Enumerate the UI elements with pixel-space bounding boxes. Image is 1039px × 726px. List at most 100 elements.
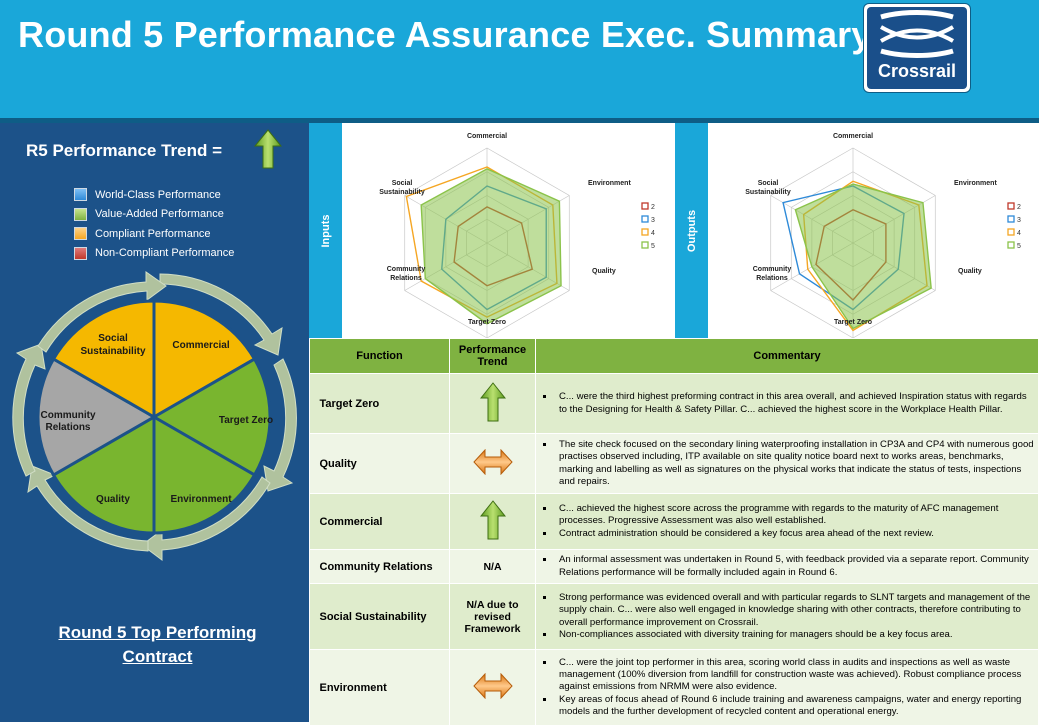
crossrail-logo: Crossrail: [864, 4, 970, 92]
legend-swatch-blue: [74, 188, 87, 202]
cycle-arrows: [12, 271, 297, 561]
radar-series-5: [420, 168, 562, 325]
segment-label-community: Community: [41, 410, 96, 421]
table-row: Social Sustainability N/A due to revised …: [309, 583, 1039, 650]
header-divider: [0, 118, 1039, 123]
table-row: Environment C... were the joint top perfo…: [309, 649, 1039, 726]
trend-text: N/A due to revised Framework: [464, 598, 521, 635]
radar-chart-outputs: Commercial Environment Quality Target Zero C…: [708, 123, 1039, 339]
radar-panel-outputs: Outputs Commercial Environment Quality Targ…: [675, 123, 1039, 339]
up-arrow-icon: [479, 382, 506, 422]
commentary-list: C... were the joint top performer in thi…: [537, 657, 1037, 718]
segment-commercial: [152, 299, 257, 420]
legend-item-compliant: Compliant Performance: [74, 224, 234, 244]
legend-swatch-orange: [74, 227, 87, 241]
commentary-list: C... were the third highest preforming c…: [537, 391, 1037, 415]
radar-legend-swatch: [641, 202, 649, 210]
page-title: Round 5 Performance Assurance Exec. Summ…: [18, 14, 872, 55]
radar-tag-inputs: Inputs: [319, 214, 332, 248]
legend-swatch-red: [74, 246, 87, 260]
legend-swatch-green: [74, 207, 87, 221]
commentary-cell: The site check focused on the secondary …: [535, 433, 1039, 494]
table-header-row: Function Performance Trend Commentary: [309, 338, 1039, 374]
function-cell: Quality: [309, 433, 450, 494]
radar-axis-label: Quality: [592, 268, 616, 275]
radar-legend-label: 4: [651, 230, 655, 237]
commentary-cell: C... were the third highest preforming c…: [535, 373, 1039, 434]
function-cell: Social Sustainability: [309, 583, 450, 650]
segment-label-relations: Relations: [45, 422, 90, 433]
trend-cell: [449, 493, 536, 550]
commentary-item: C... achieved the highest score across t…: [555, 503, 1037, 527]
radar-tag-outputs: Outputs: [685, 209, 698, 253]
radar-chart-inputs: Commercial Environment Quality Target Zero C…: [342, 123, 673, 339]
segment-target-zero: [150, 356, 272, 478]
radar-legend-swatch: [1007, 202, 1015, 210]
trend-text: N/A: [483, 560, 502, 573]
legend-label: Compliant Performance: [95, 227, 211, 240]
radar-axis-label: Sustainability: [379, 189, 425, 196]
radar-axis-label: Quality: [958, 268, 982, 275]
legend-item-value-added: Value-Added Performance: [74, 205, 234, 225]
trend-cell: [449, 433, 536, 494]
radar-axis-label: Community: [753, 266, 792, 273]
commentary-item: An informal assessment was undertaken in…: [555, 554, 1037, 578]
radar-legend-label: 5: [651, 243, 655, 250]
trend-cell: N/A due to revised Framework: [449, 583, 536, 650]
radar-axis-label: Social: [392, 180, 413, 187]
legend-item-non-compliant: Non-Compliant Performance: [74, 244, 234, 264]
radar-axis-label: Sustainability: [745, 189, 791, 196]
radar-legend-swatch: [1007, 228, 1015, 236]
commentary-cell: C... were the joint top performer in thi…: [535, 649, 1039, 726]
radar-axis-label: Target Zero: [468, 319, 506, 326]
segment-community-relations: [36, 356, 158, 478]
trend-cell: [449, 373, 536, 434]
commentary-table: Function Performance Trend Commentary Ta…: [309, 338, 1039, 726]
commentary-item: Key areas of focus ahead of Round 6 incl…: [555, 694, 1037, 718]
radar-legend-swatch: [641, 215, 649, 223]
table-row: Commercial C... achieved the highest scor…: [309, 493, 1039, 550]
segment-label-sustainability: Sustainability: [80, 346, 145, 357]
radar-axis-label: Environment: [588, 180, 631, 187]
left-panel: R5 Performance Trend = World-Class Perfo…: [0, 123, 309, 722]
commentary-list: C... achieved the highest score across t…: [537, 503, 1037, 540]
up-arrow-icon: [254, 129, 282, 169]
commentary-item: Contract administration should be consid…: [555, 528, 1037, 540]
commentary-list: The site check focused on the secondary …: [537, 439, 1037, 488]
radar-legend-label: 2: [1017, 204, 1021, 211]
up-arrow-icon: [479, 500, 506, 540]
logo-text: Crossrail: [877, 61, 957, 81]
top-contract-title: Round 5 Top Performing Contract: [20, 621, 295, 669]
radar-legend-label: 2: [651, 204, 655, 211]
radar-axis-label: Relations: [756, 275, 788, 282]
segment-label-target-zero: Target Zero: [219, 415, 273, 426]
function-cell: Environment: [309, 649, 450, 726]
performance-legend: World-Class Performance Value-Added Perf…: [74, 185, 234, 263]
legend-label: Value-Added Performance: [95, 208, 224, 221]
radar-axis-label: Social: [758, 180, 779, 187]
top-contract-title-line2: Contract: [122, 647, 193, 666]
radar-axis-label: Commercial: [833, 133, 873, 140]
function-cell: Commercial: [309, 493, 450, 550]
trend-cell: N/A: [449, 549, 536, 584]
commentary-list: An informal assessment was undertaken in…: [537, 554, 1037, 578]
trend-cell: [449, 649, 536, 726]
function-cell: Target Zero: [309, 373, 450, 434]
performance-wheel: Commercial Target Zero Environment Quali…: [12, 271, 297, 561]
segment-quality: [51, 414, 156, 535]
commentary-item: C... were the third highest preforming c…: [555, 391, 1037, 415]
segment-social-sustainability: [51, 299, 156, 420]
header-banner: Round 5 Performance Assurance Exec. Summ…: [0, 0, 1039, 118]
commentary-cell: Strong performance was evidenced overall…: [535, 583, 1039, 650]
radar-legend-swatch: [1007, 215, 1015, 223]
radar-axis-label: Target Zero: [834, 319, 872, 326]
wheel-segments: [36, 299, 272, 535]
radar-series-5: [794, 183, 932, 330]
table-row: Quality The site check focused on the sec…: [309, 433, 1039, 494]
commentary-item: Strong performance was evidenced overall…: [555, 592, 1037, 629]
radar-panel-inputs: Inputs Commercial Environment Quality Targe…: [309, 123, 673, 339]
left-right-arrow-icon: [472, 448, 513, 476]
radar-axis-label: Commercial: [467, 133, 507, 140]
segment-label-social: Social: [98, 333, 128, 344]
legend-label: World-Class Performance: [95, 188, 221, 201]
